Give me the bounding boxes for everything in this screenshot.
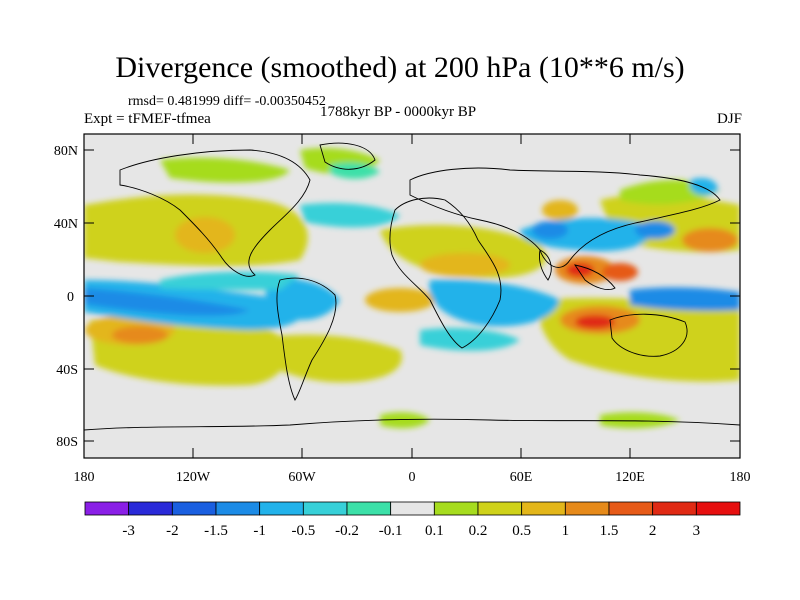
colorbar-swatch [84,501,130,516]
colorbar-swatch [564,501,610,516]
colorbar-swatch [390,501,435,516]
lat-label-40s: 40S [56,363,78,378]
lon-label-60e: 60E [510,470,533,485]
stats-text: rmsd= 0.481999 diff= -0.00350452 [128,94,326,109]
colorbar-swatch [433,501,479,516]
colorbar: -3 -2 -1.5 -1 -0.5 -0.2 -0.1 0.1 0.2 0.5 1 1.5 2 3 [84,501,741,539]
colorbar-swatch [695,501,741,516]
experiment-label: Expt = tFMEF-tfmea [84,111,211,127]
colorbar-swatch [521,501,566,516]
lat-label-40n: 40N [54,217,78,232]
colorbar-label: 2 [649,523,657,539]
colorbar-swatch [128,501,173,516]
colorbar-label: 0.1 [425,523,444,539]
lat-label-80s: 80S [56,435,78,450]
colorbar-label: -0.5 [291,523,315,539]
lat-ticks [84,149,740,442]
colorbar-swatch [171,501,217,516]
colorbar-swatch [608,501,654,516]
lon-ticks [192,134,631,458]
colorbar-swatch [215,501,261,516]
colorbar-label: -2 [166,523,179,539]
colorbar-label: 3 [693,523,701,539]
colorbar-swatch [477,501,523,516]
colorbar-label: 0.5 [512,523,531,539]
lat-label-80n: 80N [54,144,78,159]
colorbar-swatch [652,501,697,516]
colorbar-swatch [302,501,348,516]
plot-title: Divergence (smoothed) at 200 hPa (10**6 … [115,51,685,84]
colorbar-label: -1 [253,523,266,539]
colorbar-label: 0.2 [469,523,488,539]
colorbar-label: 1 [562,523,570,539]
coastlines [84,142,740,431]
colorbar-label: 1.5 [600,523,619,539]
lon-label-0: 0 [409,470,416,485]
lon-label-120w: 120W [176,470,211,485]
colorbar-label: -0.2 [335,523,359,539]
lon-label-60w: 60W [288,470,316,485]
lon-label-120e: 120E [615,470,645,485]
colorbar-swatch [259,501,304,516]
divergence-field [84,148,740,429]
colorbar-swatch [346,501,392,516]
colorbar-label: -3 [122,523,135,539]
lon-label-180w: 180 [74,470,95,485]
lat-label-eq: 0 [67,290,74,305]
colorbar-label: -0.1 [379,523,403,539]
period-label: 1788kyr BP - 0000kyr BP [320,104,477,120]
season-label: DJF [716,111,742,127]
colorbar-label: -1.5 [204,523,228,539]
lon-label-180e: 180 [730,470,751,485]
